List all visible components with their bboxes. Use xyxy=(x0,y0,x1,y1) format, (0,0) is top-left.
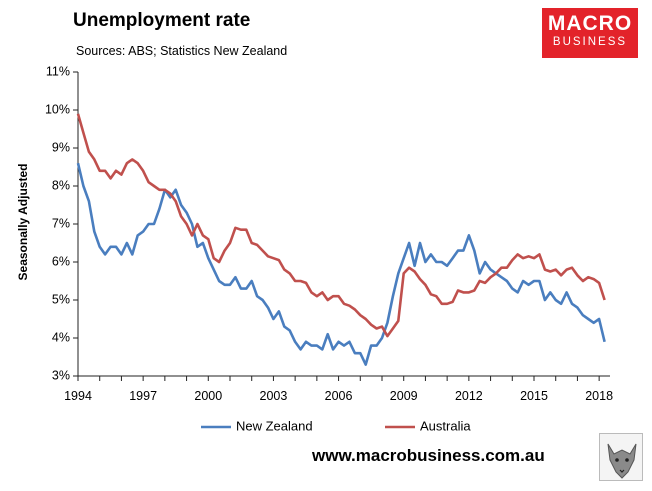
australia-series-line xyxy=(76,113,606,338)
y-tick-label: 4% xyxy=(52,330,70,344)
x-tick-label: 1997 xyxy=(129,389,157,403)
chart-subtitle: Sources: ABS; Statistics New Zealand xyxy=(76,44,288,58)
x-tick-label: 2018 xyxy=(585,389,613,403)
y-tick-label: 7% xyxy=(52,216,70,230)
y-tick-label: 5% xyxy=(52,292,70,306)
y-tick-label: 8% xyxy=(52,178,70,192)
logo-line-2: BUSINESS xyxy=(552,36,628,48)
y-axis-label: Seasonally Adjusted xyxy=(16,164,30,281)
new-zealand-series-line xyxy=(76,162,606,366)
logo-line-1: MACRO xyxy=(547,12,633,35)
x-tick-label: 2003 xyxy=(260,389,288,403)
y-axis-ticks: 3% 4% 5% 6% 7% 8% 9% 10% 11% xyxy=(45,64,78,382)
macrobusiness-logo[interactable]: MACRO BUSINESS xyxy=(542,8,638,58)
wolf-logo-icon xyxy=(599,433,643,481)
legend: New Zealand Australia xyxy=(201,418,471,433)
series-lines xyxy=(76,113,606,366)
x-axis-ticks: 1994 1997 2000 2003 2006 2009 2012 2015 2018 xyxy=(64,376,613,403)
x-tick-label: 2009 xyxy=(390,389,418,403)
y-tick-label: 9% xyxy=(52,140,70,154)
x-tick-label: 2000 xyxy=(194,389,222,403)
australia-legend-label: Australia xyxy=(420,418,471,433)
y-tick-label: 3% xyxy=(52,368,70,382)
y-tick-label: 6% xyxy=(52,254,70,268)
x-tick-label: 1994 xyxy=(64,389,92,403)
footer-url[interactable]: www.macrobusiness.com.au xyxy=(312,446,545,465)
y-tick-label: 11% xyxy=(46,64,70,78)
x-tick-label: 2015 xyxy=(520,389,548,403)
chart-title: Unemployment rate xyxy=(73,10,251,31)
x-tick-label: 2012 xyxy=(455,389,483,403)
x-tick-label: 2006 xyxy=(325,389,353,403)
new-zealand-legend-label: New Zealand xyxy=(236,418,313,433)
y-tick-label: 10% xyxy=(45,102,70,116)
